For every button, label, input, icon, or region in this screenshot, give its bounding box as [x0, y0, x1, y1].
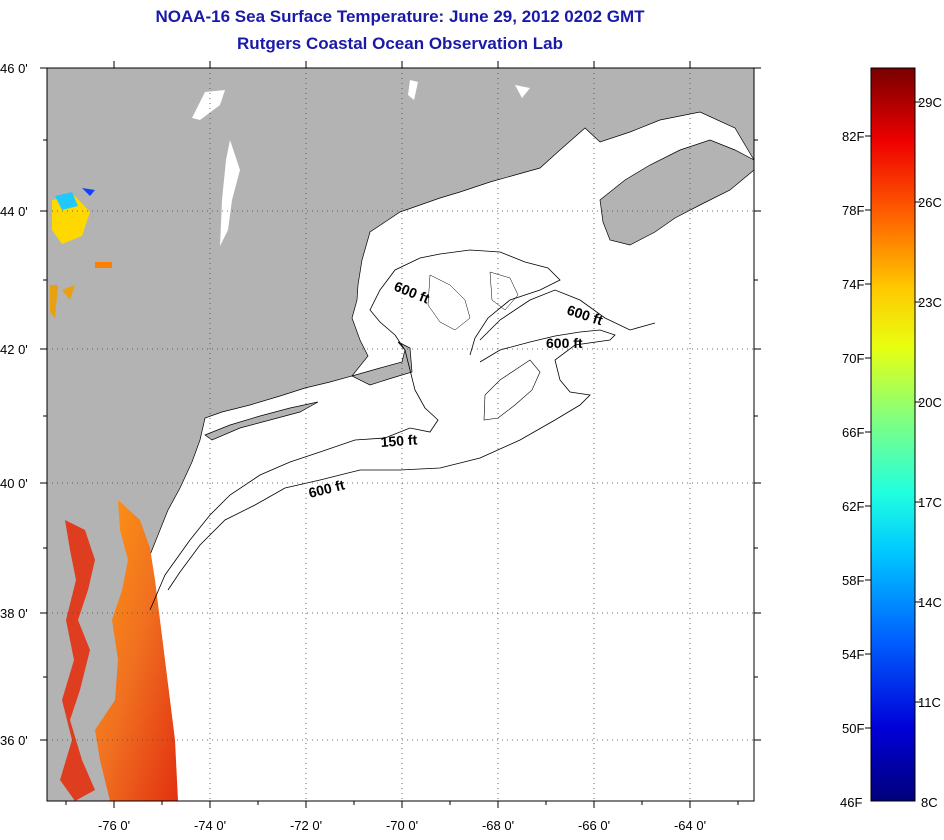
graticule: [47, 68, 754, 801]
sst-patch: [55, 192, 78, 210]
sst-patch: [50, 285, 58, 318]
contour-line-600ft-northeast: [479, 289, 656, 341]
colorbar-label-f: 46F: [840, 795, 862, 810]
lon-label: -68 0': [482, 818, 514, 833]
lat-label: 36 0': [0, 733, 28, 748]
colorbar-label-c: 14C: [918, 595, 942, 610]
colorbar-label-f: 66F: [842, 425, 864, 440]
contour-line-600ft: [167, 329, 616, 591]
lat-label: 42 0': [0, 342, 28, 357]
colorbar-label-c: 17C: [918, 495, 942, 510]
lon-label: -64 0': [674, 818, 706, 833]
colorbar-fahrenheit-labels: 82F 78F 74F 70F 66F 62F 58F 54F 50F 46F: [840, 129, 864, 810]
colorbar-label-c: 26C: [918, 195, 942, 210]
lat-label: 38 0': [0, 606, 28, 621]
colorbar-label-c: 11C: [918, 695, 941, 710]
lat-label: 46 0': [0, 61, 28, 76]
lat-label: 40 0': [0, 476, 28, 491]
colorbar-label-f: 70F: [842, 351, 864, 366]
axis-ticks: [40, 61, 761, 808]
colorbar-label-c: 20C: [918, 395, 942, 410]
map-title: NOAA-16 Sea Surface Temperature: June 29…: [155, 7, 645, 26]
colorbar-ticks: [865, 101, 921, 729]
sst-patch: [95, 262, 112, 268]
sst-patch: [82, 188, 95, 196]
colorbar-label-f: 50F: [842, 721, 864, 736]
land-long-island: [204, 401, 319, 441]
contour-label: 600 ft: [546, 335, 583, 351]
lake: [220, 140, 240, 246]
lake: [515, 85, 530, 98]
colorbar-label-f: 54F: [842, 647, 864, 662]
lake: [408, 80, 418, 100]
map-subtitle: Rutgers Coastal Ocean Observation Lab: [237, 34, 563, 53]
contour-label: 150 ft: [380, 431, 418, 450]
sst-warm-water: [95, 500, 178, 801]
longitude-labels: -76 0' -74 0' -72 0' -70 0' -68 0' -66 0…: [98, 818, 706, 833]
map-frame: [46, 67, 755, 802]
colorbar: [870, 67, 916, 802]
colorbar-label-c: 8C: [921, 795, 938, 810]
colorbar-label-c: 23C: [918, 295, 942, 310]
latitude-labels: 46 0' 44 0' 42 0' 40 0' 38 0' 36 0': [0, 61, 28, 748]
lat-label: 44 0': [0, 204, 28, 219]
colorbar-label-f: 78F: [842, 203, 864, 218]
lon-label: -74 0': [194, 818, 226, 833]
contour-line-150ft: [149, 249, 561, 611]
colorbar-label-f: 62F: [842, 499, 864, 514]
lon-label: -72 0': [290, 818, 322, 833]
sst-chesapeake: [60, 520, 95, 801]
sst-patch: [62, 285, 75, 300]
land-cape-cod: [351, 341, 413, 386]
land-nova-scotia: [599, 139, 754, 246]
colorbar-label-f: 58F: [842, 573, 864, 588]
colorbar-label-f: 74F: [842, 277, 864, 292]
colorbar-label-c: 29C: [918, 95, 942, 110]
lon-label: -76 0': [98, 818, 130, 833]
lake: [192, 90, 225, 120]
lon-label: -70 0': [386, 818, 418, 833]
colorbar-label-f: 82F: [842, 129, 864, 144]
colorbar-celsius-labels: 29C 26C 23C 20C 17C 14C 11C 8C: [918, 95, 942, 810]
georges-bank-shoals: [483, 359, 541, 421]
gulf-ledges: [427, 271, 519, 331]
lon-label: -66 0': [578, 818, 610, 833]
